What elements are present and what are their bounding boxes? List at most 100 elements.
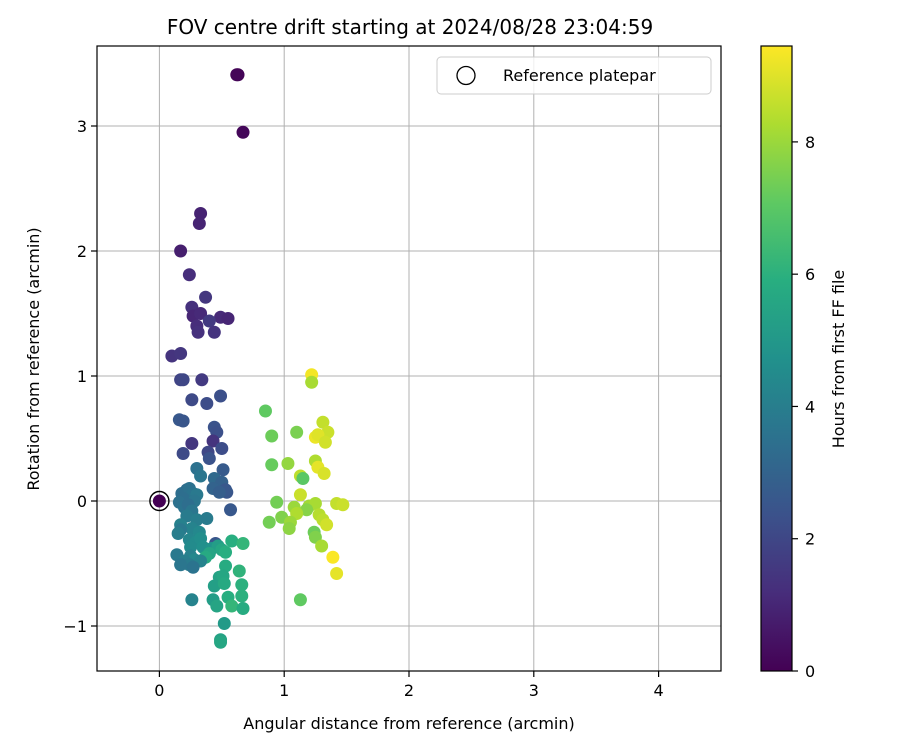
data-point bbox=[330, 567, 344, 580]
data-point bbox=[258, 404, 272, 418]
data-point bbox=[317, 467, 331, 480]
data-point bbox=[194, 307, 208, 320]
data-point bbox=[212, 485, 226, 499]
colorbar-tick-label: 2 bbox=[805, 530, 815, 549]
data-point bbox=[191, 325, 205, 339]
data-point bbox=[199, 290, 213, 304]
data-point bbox=[210, 599, 224, 613]
colorbar: 0 2 4 6 8 Hours from first FF file bbox=[760, 45, 848, 681]
x-tick-label: 1 bbox=[279, 681, 289, 700]
data-point bbox=[207, 579, 221, 593]
colorbar-tick-label: 0 bbox=[805, 662, 815, 681]
data-point bbox=[232, 564, 246, 578]
data-point bbox=[194, 207, 208, 220]
data-point bbox=[176, 447, 190, 460]
data-points bbox=[149, 68, 350, 649]
data-point bbox=[185, 437, 199, 450]
data-point bbox=[176, 373, 190, 387]
axis-ticks: 0 1 2 3 4 −1 0 1 2 3 bbox=[63, 117, 663, 700]
data-point bbox=[182, 268, 196, 282]
data-point bbox=[296, 472, 310, 485]
data-point bbox=[265, 429, 279, 443]
reference-platepar-marker bbox=[149, 490, 170, 512]
data-point bbox=[293, 488, 307, 502]
data-point bbox=[192, 217, 206, 230]
data-point bbox=[225, 599, 239, 613]
data-point bbox=[174, 244, 188, 258]
data-point bbox=[214, 635, 228, 649]
data-point bbox=[230, 68, 244, 82]
data-point bbox=[185, 393, 199, 407]
legend-box bbox=[436, 56, 712, 95]
data-point bbox=[200, 397, 214, 410]
data-point bbox=[174, 558, 188, 572]
data-point bbox=[176, 414, 190, 428]
data-point bbox=[202, 314, 216, 328]
y-tick-label: 0 bbox=[77, 492, 87, 511]
data-point bbox=[206, 434, 220, 448]
data-point bbox=[216, 463, 230, 477]
x-tick-label: 4 bbox=[654, 681, 664, 700]
data-point bbox=[217, 577, 231, 590]
data-point bbox=[265, 458, 279, 472]
data-point bbox=[321, 425, 335, 439]
data-point bbox=[320, 518, 334, 532]
data-point bbox=[235, 589, 249, 603]
data-point bbox=[293, 593, 307, 607]
data-point bbox=[195, 373, 209, 387]
y-tick-label: 1 bbox=[77, 367, 87, 386]
data-point bbox=[336, 498, 350, 512]
colorbar-tick-label: 4 bbox=[805, 397, 815, 416]
x-axis-label: Angular distance from reference (arcmin) bbox=[243, 714, 574, 733]
data-point bbox=[235, 578, 249, 592]
data-point bbox=[315, 539, 329, 553]
data-point bbox=[171, 527, 185, 540]
data-point bbox=[318, 435, 332, 449]
y-tick-label: 3 bbox=[77, 117, 87, 136]
y-axis-label: Rotation from reference (arcmin) bbox=[24, 227, 43, 490]
data-point bbox=[290, 425, 304, 439]
reference-point bbox=[152, 494, 166, 508]
y-tick-label: −1 bbox=[63, 617, 87, 636]
data-point bbox=[236, 602, 250, 615]
x-tick-label: 0 bbox=[154, 681, 164, 700]
data-point bbox=[225, 534, 239, 548]
data-point bbox=[305, 375, 319, 389]
data-point bbox=[221, 312, 235, 325]
colorbar-label: Hours from first FF file bbox=[829, 270, 848, 449]
data-point bbox=[185, 593, 199, 607]
data-point bbox=[300, 503, 314, 517]
data-point bbox=[217, 617, 231, 630]
colorbar-tick-label: 8 bbox=[805, 133, 815, 152]
data-point bbox=[219, 545, 233, 559]
data-point bbox=[207, 325, 221, 339]
colorbar-gradient bbox=[761, 46, 792, 671]
data-point bbox=[224, 503, 238, 517]
colorbar-ticks: 0 2 4 6 8 bbox=[792, 133, 815, 681]
x-tick-label: 2 bbox=[404, 681, 414, 700]
data-point bbox=[236, 125, 250, 139]
legend: Reference platepar bbox=[436, 56, 712, 95]
data-point bbox=[219, 559, 233, 573]
legend-entry: Reference platepar bbox=[503, 66, 656, 85]
data-point bbox=[186, 560, 200, 574]
data-point bbox=[214, 389, 228, 403]
chart-title: FOV centre drift starting at 2024/08/28 … bbox=[167, 15, 653, 39]
data-point bbox=[262, 515, 276, 529]
data-point bbox=[200, 512, 214, 525]
data-point bbox=[236, 537, 250, 550]
data-point bbox=[316, 415, 330, 429]
data-point bbox=[174, 347, 188, 360]
data-point bbox=[202, 452, 216, 465]
colorbar-frame bbox=[760, 45, 793, 672]
colorbar-tick-label: 6 bbox=[805, 265, 815, 284]
x-tick-label: 3 bbox=[529, 681, 539, 700]
y-tick-label: 2 bbox=[77, 242, 87, 261]
data-point bbox=[282, 522, 296, 535]
grid bbox=[97, 46, 721, 671]
legend-marker-icon bbox=[456, 65, 476, 86]
data-point bbox=[270, 495, 284, 509]
data-point bbox=[326, 550, 340, 564]
data-point bbox=[194, 469, 208, 483]
